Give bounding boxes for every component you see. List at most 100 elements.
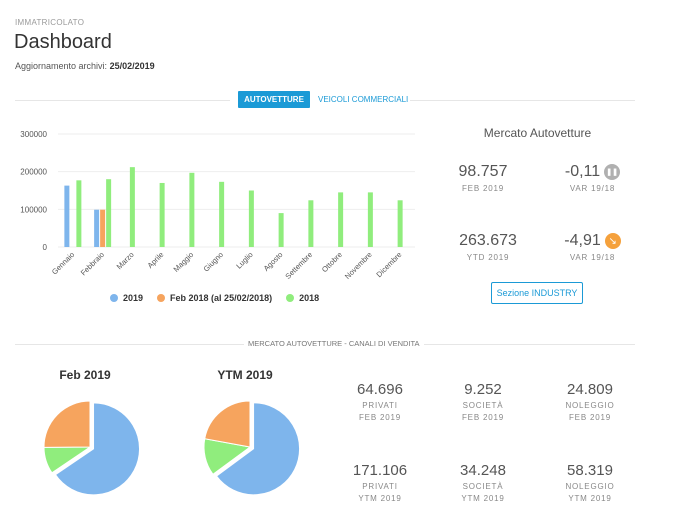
stat-value: 64.696 (357, 381, 403, 398)
bar-2018-maggio[interactable] (189, 172, 195, 247)
pause-icon: ❚❚ (604, 164, 621, 180)
tab-veicoli-commerciali[interactable]: VEICOLI COMMERCIALI (318, 95, 409, 104)
update-info: Aggiornamento archivi: 25/02/2019 (15, 61, 155, 71)
legend-dot-2019 (110, 294, 118, 302)
pie-title-feb: Feb 2019 (59, 368, 111, 382)
x-tick-label: Dicembre (374, 250, 403, 279)
bar-2018-settembre[interactable] (308, 200, 314, 247)
legend-item-feb2018[interactable]: Feb 2018 (al 25/02/2018) (157, 293, 272, 303)
channels-section-title: MERCATO AUTOVETTURE - CANALI DI VENDITA (244, 339, 424, 348)
y-tick-label: 0 (43, 243, 48, 252)
pie-slice-noleggio[interactable] (43, 400, 91, 448)
x-tick-label: Settembre (283, 250, 314, 281)
x-tick-label: Febbraio (79, 250, 106, 277)
y-tick-label: 200000 (20, 168, 47, 177)
x-tick-label: Giugno (202, 250, 225, 273)
tab-autovetture[interactable]: AUTOVETTURE (238, 91, 310, 108)
pie-slice-privati[interactable] (54, 402, 141, 496)
bar-feb-febbraio[interactable] (100, 209, 106, 247)
x-tick-label: Agosto (262, 250, 285, 273)
stat-period: FEB 2019 (569, 413, 611, 422)
chart-legend: 2019 Feb 2018 (al 25/02/2018) 2018 (110, 293, 319, 303)
legend-item-2019[interactable]: 2019 (110, 293, 143, 303)
stat-period: YTM 2019 (568, 494, 612, 503)
kpi-label: YTD 2019 (466, 253, 510, 262)
legend-label: 2018 (299, 293, 320, 303)
bar-2019-gennaio[interactable] (64, 185, 70, 247)
kpi-value: 263.673 (459, 232, 517, 249)
stat-label: PRIVATI (362, 401, 398, 410)
bar-2018-luglio[interactable] (248, 190, 254, 248)
pie-slice-privati[interactable] (215, 402, 301, 496)
stat-value: 24.809 (567, 381, 613, 398)
kpi-value: 98.757 (458, 163, 508, 180)
stat-period: YTM 2019 (461, 494, 505, 503)
stat-privati-feb: 64.696 PRIVATI FEB 2019 (335, 381, 425, 422)
registrations-bar-chart: 0 100000 200000 300000 Gennaio Febbraio Marzo A… (20, 130, 415, 281)
legend-dot-2018 (286, 294, 295, 302)
stat-privati-ytm: 171.106 PRIVATI YTM 2019 (335, 462, 425, 503)
stat-value: 58.319 (567, 462, 613, 479)
stat-value: 9.252 (464, 381, 502, 398)
divider (15, 100, 230, 101)
legend-label: 2019 (123, 293, 144, 303)
pie-slice-noleggio[interactable] (204, 400, 251, 448)
bar-2018-novembre[interactable] (367, 192, 373, 247)
divider (410, 100, 635, 101)
stat-societa-ytm: 34.248 SOCIETÀ YTM 2019 (438, 462, 528, 503)
stat-label: NOLEGGIO (565, 401, 615, 410)
kpi-var-ytd: -4,91 ↘ VAR 19/18 (555, 232, 630, 262)
stat-label: SOCIETÀ (462, 401, 504, 410)
stat-label: PRIVATI (362, 482, 398, 491)
bar-2019-febbraio[interactable] (94, 209, 100, 247)
bar-2018-agosto[interactable] (278, 213, 284, 247)
bar-2018-marzo[interactable] (129, 167, 135, 247)
x-tick-label: Marzo (115, 250, 136, 271)
x-tick-label: Ottobre (320, 250, 344, 274)
kpi-value: -4,91 (564, 232, 601, 249)
y-tick-label: 300000 (20, 130, 47, 139)
kpi-label: VAR 19/18 (569, 184, 616, 193)
legend-label: Feb 2018 (al 25/02/2018) (170, 293, 273, 303)
bar-2018-gennaio[interactable] (76, 180, 82, 247)
update-label: Aggiornamento archivi: (15, 61, 108, 71)
stat-label: SOCIETÀ (462, 482, 504, 491)
stat-period: FEB 2019 (462, 413, 504, 422)
kpi-label: FEB 2019 (462, 184, 504, 193)
bar-2018-ottobre[interactable] (338, 192, 344, 247)
pie-title-ytm: YTM 2019 (217, 368, 273, 382)
bar-2018-dicembre[interactable] (397, 200, 403, 247)
kpi-ytd-2019: 263.673 YTD 2019 (448, 232, 528, 262)
kpi-value: -0,11 (564, 163, 601, 180)
stat-noleggio-ytm: 58.319 NOLEGGIO YTM 2019 (545, 462, 635, 503)
y-tick-label: 100000 (20, 205, 47, 214)
pie-chart-ytm-2019 (203, 400, 301, 496)
stat-value: 171.106 (352, 462, 408, 479)
kpi-value-row: -0,11 ❚❚ (555, 163, 630, 181)
x-tick-label: Maggio (172, 250, 196, 274)
stat-period: YTM 2019 (358, 494, 402, 503)
arrow-down-right-icon: ↘ (604, 233, 621, 249)
bar-2018-giugno[interactable] (219, 181, 225, 247)
legend-item-2018[interactable]: 2018 (286, 293, 319, 303)
section-kicker: IMMATRICOLATO (15, 18, 85, 27)
kpi-feb-2019: 98.757 FEB 2019 (448, 163, 518, 193)
stat-period: FEB 2019 (359, 413, 401, 422)
x-tick-label: Gennaio (50, 250, 76, 276)
market-title: Mercato Autovetture (483, 126, 592, 140)
page-title: Dashboard (14, 31, 112, 53)
update-date: 25/02/2019 (109, 61, 155, 71)
bar-2018-aprile[interactable] (159, 182, 165, 247)
x-tick-label: Novembre (343, 250, 374, 281)
legend-dot-feb2018 (157, 294, 166, 302)
stat-value: 34.248 (460, 462, 506, 479)
stat-label: NOLEGGIO (565, 482, 615, 491)
x-tick-label: Aprile (146, 250, 166, 270)
kpi-value-row: -4,91 ↘ (555, 232, 630, 250)
kpi-label: VAR 19/18 (569, 253, 616, 262)
stat-noleggio-feb: 24.809 NOLEGGIO FEB 2019 (545, 381, 635, 422)
x-tick-label: Luglio (234, 250, 255, 271)
industry-section-button[interactable]: Sezione INDUSTRY (491, 282, 583, 304)
pie-chart-feb-2019 (43, 400, 141, 496)
bar-2018-febbraio[interactable] (106, 179, 112, 247)
